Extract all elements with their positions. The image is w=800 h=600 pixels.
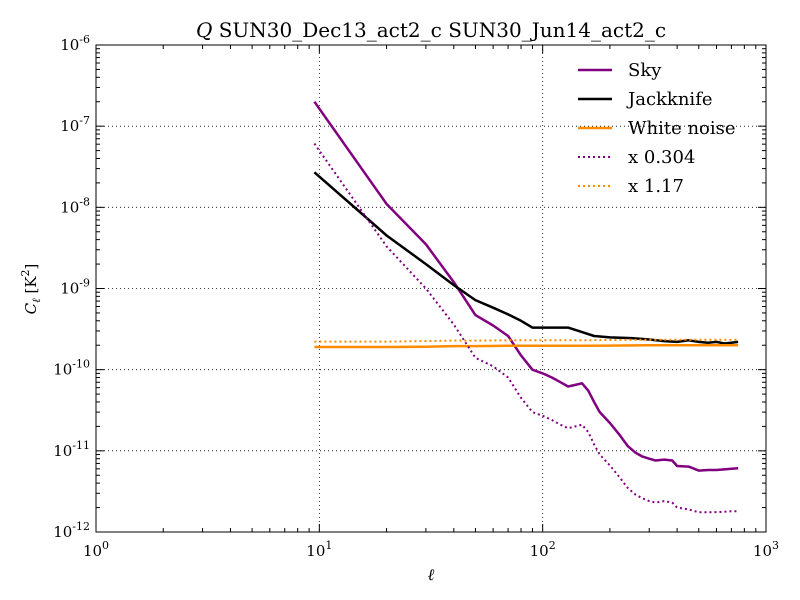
legend-label: Jackknife — [626, 89, 713, 110]
y-tick-label-exp: -6 — [79, 33, 90, 46]
y-axis-label-unit: [K — [22, 276, 40, 299]
y-tick-label-exp: -9 — [79, 277, 90, 290]
plot-area-frame — [95, 44, 767, 533]
chart-title: Q SUN30_Dec13_act2_c SUN30_Jun14_act2_c — [196, 18, 666, 42]
legend-label: x 0.304 — [628, 147, 695, 168]
series-lines — [313, 100, 739, 514]
x-tick-label: 101 — [306, 539, 332, 560]
x-tick-label: 100 — [83, 539, 109, 560]
y-axis-label-unit-close: ] — [22, 264, 40, 270]
series-line-3 — [313, 143, 739, 514]
legend-label: White noise — [628, 118, 736, 139]
y-tick-label: 10-11 — [53, 439, 90, 460]
legend-label: Sky — [628, 60, 662, 81]
x-axis-label: ℓ — [428, 565, 435, 584]
x-tick-label-base: 10 — [306, 542, 325, 560]
y-tick-label-exp: -7 — [79, 114, 90, 127]
y-axis-label-unit-sup: 2 — [19, 269, 32, 276]
x-tick-label: 103 — [753, 539, 779, 560]
x-tick-label-exp: 2 — [549, 539, 556, 552]
y-tick-label-base: 10 — [53, 361, 72, 379]
x-tick-label-base: 10 — [530, 542, 549, 560]
x-tick-label-base: 10 — [753, 542, 772, 560]
y-tick-label: 10-9 — [60, 277, 90, 298]
y-tick-label-base: 10 — [60, 198, 79, 216]
y-tick-label-base: 10 — [53, 523, 72, 541]
y-tick-label: 10-6 — [60, 33, 90, 54]
y-tick-label-base: 10 — [60, 117, 79, 135]
x-tick-label-base: 10 — [83, 542, 102, 560]
tick-labels: 100 101 102 10310-1210-1110-1010-910-810-71… — [53, 33, 779, 560]
y-axis-label-sub: ℓ — [30, 298, 43, 303]
y-tick-label-base: 10 — [60, 36, 79, 54]
y-tick-label-base: 10 — [60, 280, 79, 298]
y-axis-label: Cℓ [K2] — [19, 264, 43, 315]
y-tick-label: 10-8 — [60, 195, 90, 216]
series-line-0 — [313, 100, 739, 472]
legend: Sky Jackknife White noise x 0.304 x 1.17 — [578, 60, 736, 197]
series-line-4 — [314, 338, 739, 343]
x-tick-label-exp: 0 — [102, 539, 109, 552]
x-tick-label-exp: 1 — [325, 539, 332, 552]
y-tick-label-exp: -8 — [79, 195, 90, 208]
title-prefix: Q — [196, 18, 212, 42]
title-text: SUN30_Dec13_act2_c SUN30_Jun14_act2_c — [212, 18, 666, 42]
y-tick-label: 10-12 — [53, 520, 90, 541]
y-axis-label-base: C — [22, 302, 40, 314]
y-tick-label: 10-7 — [60, 114, 90, 135]
x-tick-label: 102 — [530, 539, 556, 560]
y-tick-label-exp: -11 — [72, 439, 90, 452]
x-tick-label-exp: 3 — [772, 539, 779, 552]
series-line-2 — [314, 343, 739, 349]
y-tick-label-exp: -12 — [72, 520, 90, 533]
y-tick-label-base: 10 — [53, 442, 72, 460]
y-tick-label-exp: -10 — [72, 358, 90, 371]
legend-label: x 1.17 — [628, 176, 684, 197]
y-tick-label: 10-10 — [53, 358, 90, 379]
series-line-1 — [313, 171, 739, 345]
